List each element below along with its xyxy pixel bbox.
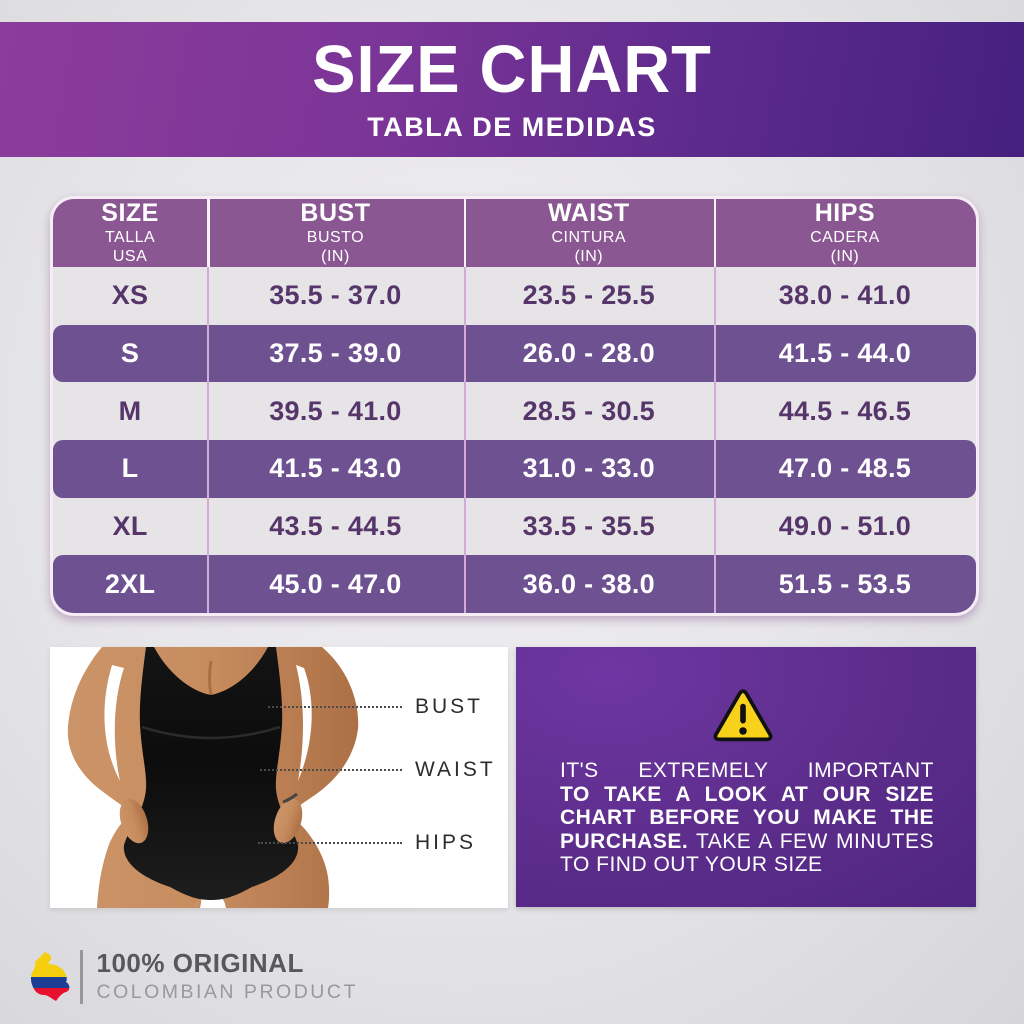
info-text-line-4-rest: TAKE A FEW MINUTES bbox=[688, 829, 934, 853]
range-cell: 37.5 - 39.0 bbox=[269, 338, 402, 368]
range-cell: 26.0 - 28.0 bbox=[522, 338, 655, 368]
col-size-en: SIZE bbox=[101, 199, 159, 228]
waist-label: WAIST bbox=[415, 758, 496, 781]
column-header-bust: BUST BUSTO (IN) bbox=[207, 199, 464, 267]
table-row: S 37.5 - 39.0 26.0 - 28.0 41.5 - 44.0 bbox=[53, 324, 976, 383]
info-text-line-2: TO TAKE A LOOK AT OUR SIZE bbox=[560, 782, 934, 806]
hips-leader-line bbox=[258, 842, 402, 844]
info-text-line-3: CHART BEFORE YOU MAKE THE bbox=[560, 806, 934, 830]
hips-label: HIPS bbox=[415, 831, 477, 854]
range-cell: 49.0 - 51.0 bbox=[778, 511, 912, 542]
waist-leader-line bbox=[260, 769, 402, 771]
range-cell: 23.5 - 25.5 bbox=[522, 280, 655, 311]
range-cell: 36.0 - 38.0 bbox=[522, 568, 655, 599]
range-cell: 28.5 - 30.5 bbox=[522, 395, 655, 426]
header-band: SIZE CHART TABLA DE MEDIDAS bbox=[0, 22, 1024, 157]
header-divider bbox=[207, 199, 210, 267]
range-cell: 33.5 - 35.5 bbox=[522, 511, 655, 542]
size-cell: 2XL bbox=[104, 568, 156, 599]
table-row: M 39.5 - 41.0 28.5 - 30.5 44.5 - 46.5 bbox=[53, 382, 976, 440]
col-hips-unit: (IN) bbox=[830, 247, 860, 265]
range-cell: 39.5 - 41.0 bbox=[269, 395, 402, 426]
col-waist-es: CINTURA bbox=[551, 228, 627, 246]
size-table-header: SIZE TALLA USA BUST BUSTO (IN) WAIST CIN… bbox=[53, 199, 976, 267]
range-cell: 41.5 - 43.0 bbox=[269, 453, 402, 484]
size-cell: XS bbox=[111, 280, 149, 311]
footer-divider bbox=[80, 950, 83, 1004]
col-bust-es: BUSTO bbox=[306, 228, 365, 246]
col-size-unit: USA bbox=[112, 247, 148, 265]
col-bust-unit: (IN) bbox=[321, 247, 350, 265]
col-size-es: TALLA bbox=[104, 228, 156, 246]
size-cell: XL bbox=[112, 511, 148, 542]
size-table: SIZE TALLA USA BUST BUSTO (IN) WAIST CIN… bbox=[50, 196, 979, 616]
range-cell: 47.0 - 48.5 bbox=[778, 453, 912, 484]
range-cell: 44.5 - 46.5 bbox=[778, 395, 912, 426]
table-row: 2XL 45.0 - 47.0 36.0 - 38.0 51.5 - 53.5 bbox=[53, 555, 976, 613]
info-text-line-1: IT'S EXTREMELY IMPORTANT bbox=[560, 759, 934, 782]
range-cell: 43.5 - 44.5 bbox=[269, 511, 402, 542]
table-row: L 41.5 - 43.0 31.0 - 33.0 47.0 - 48.5 bbox=[53, 440, 976, 498]
range-cell: 41.5 - 44.0 bbox=[778, 338, 912, 368]
range-cell: 51.5 - 53.5 bbox=[778, 568, 912, 599]
warning-triangle-icon bbox=[713, 687, 773, 743]
footer-original-label: 100% ORIGINAL bbox=[96, 948, 304, 979]
footer-colombian-label: COLOMBIAN PRODUCT bbox=[96, 980, 358, 1003]
colombia-map-icon bbox=[30, 952, 70, 1001]
header-divider bbox=[463, 199, 467, 267]
measurement-diagram: BUST WAIST HIPS bbox=[50, 647, 508, 908]
size-cell: L bbox=[121, 453, 139, 484]
table-row: XL 43.5 - 44.5 33.5 - 35.5 49.0 - 51.0 bbox=[53, 498, 976, 556]
bust-leader-line bbox=[268, 706, 402, 708]
page-title: SIZE CHART bbox=[312, 32, 712, 107]
body-divider bbox=[207, 267, 210, 613]
col-hips-en: HIPS bbox=[814, 199, 876, 228]
waist-callout: WAIST bbox=[260, 758, 496, 782]
body-divider bbox=[463, 267, 466, 613]
size-cell: S bbox=[120, 338, 140, 368]
col-waist-en: WAIST bbox=[547, 199, 630, 228]
range-cell: 31.0 - 33.0 bbox=[522, 453, 655, 484]
col-waist-unit: (IN) bbox=[574, 247, 604, 265]
size-table-body: XS 35.5 - 37.0 23.5 - 25.5 38.0 - 41.0 S 37.5… bbox=[53, 267, 976, 613]
col-hips-es: CADERA bbox=[810, 228, 880, 246]
info-text-line-4: PURCHASE. TAKE A FEW MINUTES bbox=[560, 830, 934, 854]
col-bust-en: BUST bbox=[300, 199, 371, 228]
footer-text: 100% ORIGINAL COLOMBIAN PRODUCT bbox=[97, 950, 358, 1003]
table-row: XS 35.5 - 37.0 23.5 - 25.5 38.0 - 41.0 bbox=[53, 267, 976, 325]
page-subtitle: TABLA DE MEDIDAS bbox=[367, 112, 657, 142]
column-header-hips: HIPS CADERA (IN) bbox=[714, 199, 976, 267]
info-text: IT'S EXTREMELY IMPORTANT TO TAKE A LOOK … bbox=[560, 759, 934, 877]
info-text-purchase: PURCHASE. bbox=[560, 829, 689, 853]
column-header-size: SIZE TALLA USA bbox=[53, 199, 207, 267]
bust-label: BUST bbox=[415, 695, 484, 718]
bust-callout: BUST bbox=[268, 695, 483, 719]
range-cell: 35.5 - 37.0 bbox=[269, 280, 402, 311]
size-cell: M bbox=[118, 395, 142, 426]
info-box: IT'S EXTREMELY IMPORTANT TO TAKE A LOOK … bbox=[516, 647, 976, 907]
column-header-waist: WAIST CINTURA (IN) bbox=[464, 199, 714, 267]
hips-callout: HIPS bbox=[258, 831, 476, 855]
range-cell: 45.0 - 47.0 bbox=[269, 568, 402, 599]
footer: 100% ORIGINAL COLOMBIAN PRODUCT bbox=[26, 950, 358, 1004]
range-cell: 38.0 - 41.0 bbox=[778, 280, 912, 311]
header-divider bbox=[713, 199, 717, 267]
info-text-line-5: TO FIND OUT YOUR SIZE bbox=[560, 853, 823, 877]
body-divider bbox=[713, 267, 716, 613]
